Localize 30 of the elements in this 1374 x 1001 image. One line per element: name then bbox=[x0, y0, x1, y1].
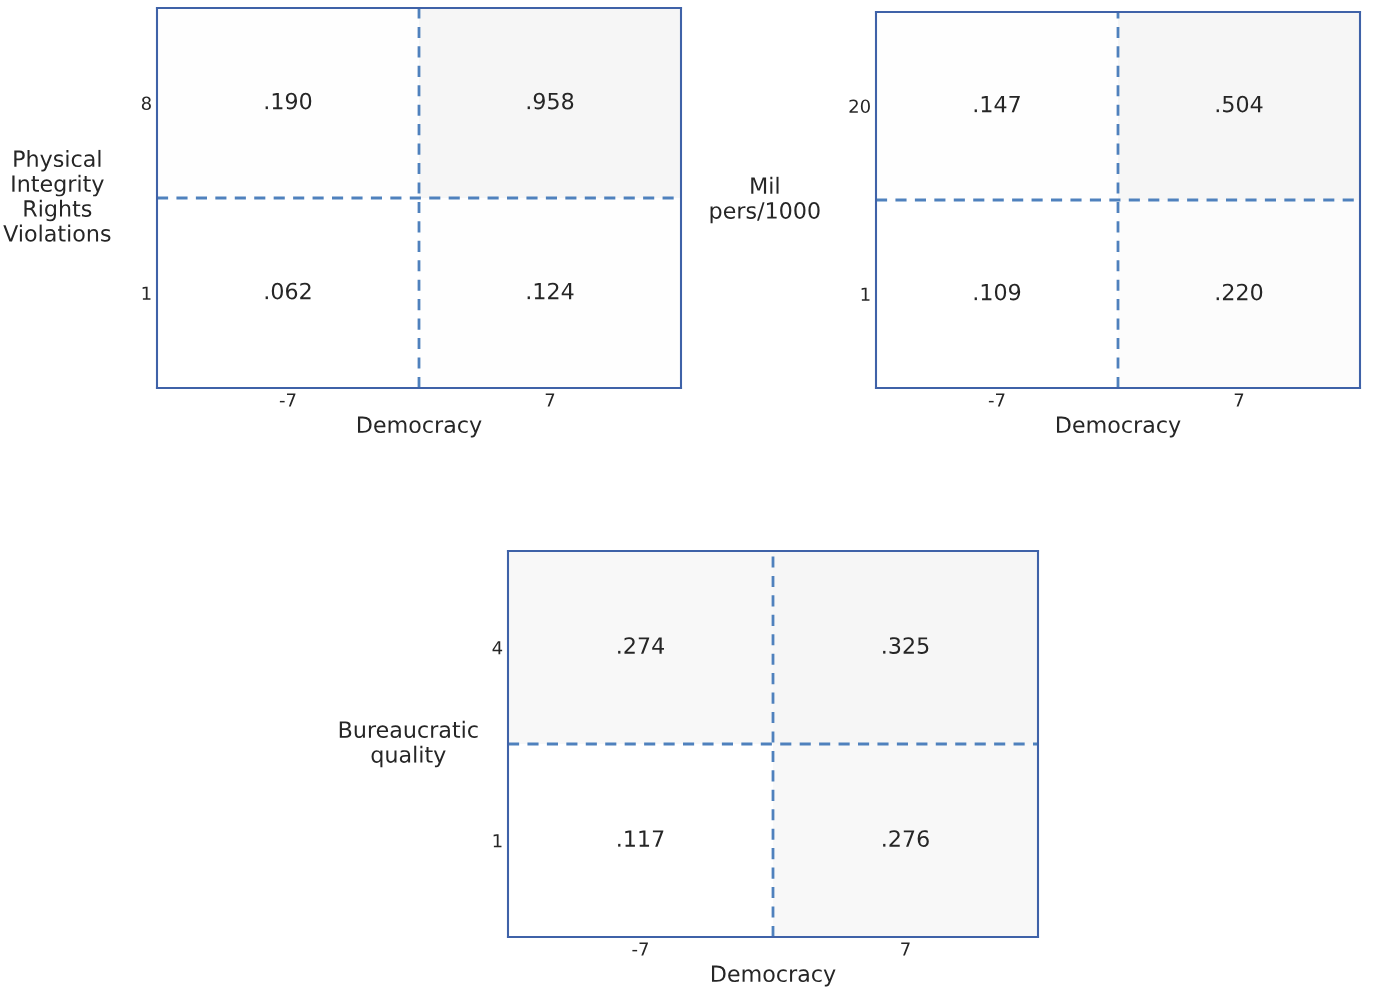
data-label: .958 bbox=[527, 92, 574, 110]
y-axis-title: Physical Integrity Rights Violations bbox=[3, 149, 111, 242]
x-tick-label: 7 bbox=[1234, 393, 1244, 407]
x-axis-title: Democracy bbox=[357, 416, 482, 438]
data-label: .124 bbox=[527, 282, 574, 300]
data-label: .190 bbox=[265, 92, 312, 110]
data-label: .274 bbox=[618, 637, 664, 654]
data-label: .109 bbox=[974, 283, 1021, 301]
data-label: .325 bbox=[883, 637, 929, 654]
y-axis-title: Mil pers/1000 bbox=[710, 176, 820, 224]
data-label: .504 bbox=[1216, 95, 1263, 113]
data-label: .220 bbox=[1216, 283, 1263, 301]
data-label: .276 bbox=[883, 830, 929, 847]
x-tick-label: 7 bbox=[545, 393, 555, 407]
y-axis-title: Bureaucratic quality bbox=[339, 720, 478, 768]
x-axis-title: Democracy bbox=[1056, 416, 1181, 438]
data-label: .062 bbox=[265, 282, 311, 300]
x-tick-label: -7 bbox=[279, 393, 296, 407]
y-tick-label: 8 bbox=[141, 96, 151, 111]
x-tick-label: 7 bbox=[901, 942, 910, 956]
y-tick-label: 20 bbox=[849, 99, 870, 114]
x-tick-label: -7 bbox=[988, 393, 1005, 407]
y-tick-label: 4 bbox=[492, 641, 503, 655]
data-label: .147 bbox=[974, 95, 1020, 113]
data-label: .117 bbox=[618, 830, 664, 847]
y-tick-label: 1 bbox=[861, 287, 870, 301]
y-tick-label: 1 bbox=[493, 834, 502, 848]
y-tick-label: 1 bbox=[142, 286, 151, 300]
x-axis-title: Democracy bbox=[711, 965, 836, 987]
x-tick-label: -7 bbox=[632, 942, 648, 956]
